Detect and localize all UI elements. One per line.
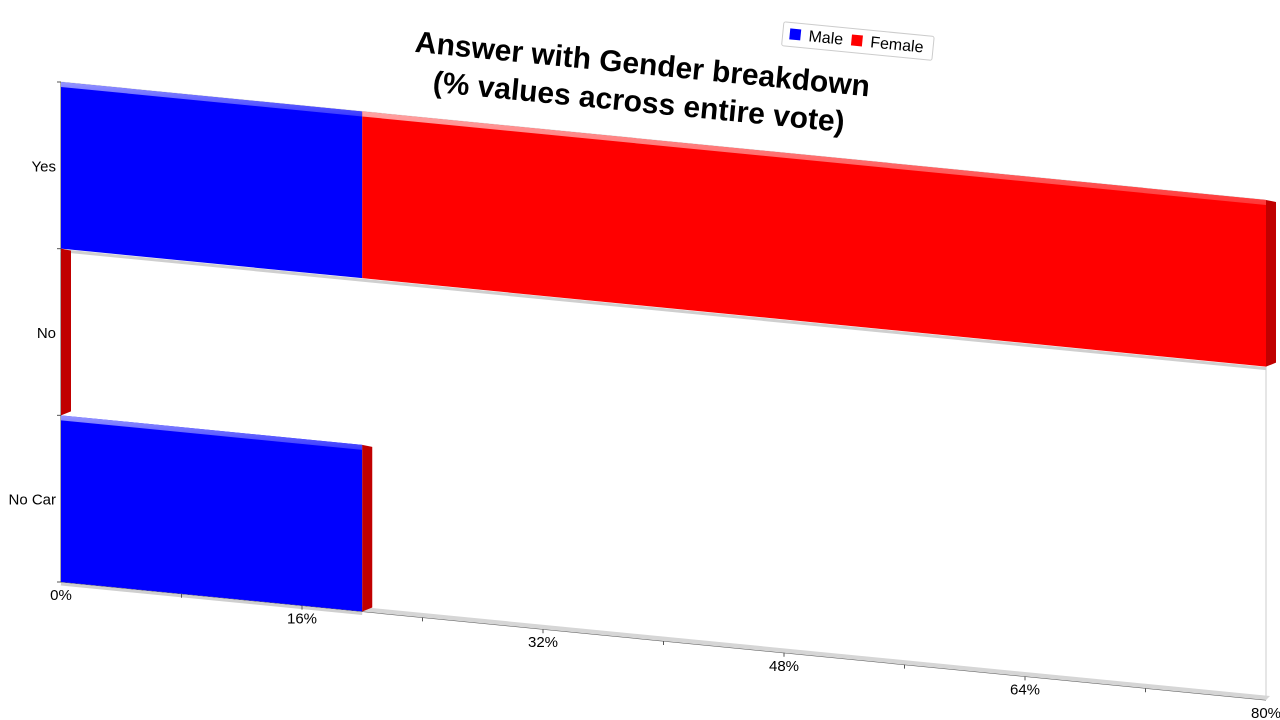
- bar-end-cap-yes: [1266, 200, 1276, 367]
- y-categories: Yes No No Car: [8, 81, 61, 583]
- bar-end-cap-no: [61, 248, 71, 416]
- bar-shadow: [60, 249, 1267, 371]
- bar-male-yes: [61, 82, 363, 279]
- legend-label-male: Male: [808, 28, 844, 48]
- bar-end-cap-no-car: [362, 444, 373, 612]
- bar-male-no-car: [61, 415, 363, 612]
- legend-swatch-female: [850, 34, 863, 47]
- x-tick-label: 32%: [528, 634, 558, 651]
- x-tick-label: 64%: [1010, 681, 1040, 698]
- x-tick-label: 48%: [769, 658, 799, 675]
- category-label-yes: Yes: [32, 158, 56, 175]
- x-tick-label: 80%: [1251, 705, 1280, 720]
- bars: [60, 82, 1276, 615]
- bar-female-yes: [362, 111, 1266, 367]
- bar-shadow: [60, 582, 363, 615]
- bar-top-highlight: [61, 82, 363, 117]
- legend: Male Female: [781, 21, 935, 61]
- x-ticks: 0% 16% 32% 48% 64% 80%: [50, 587, 1280, 720]
- category-label-no: No: [37, 325, 56, 342]
- x-tick-label: 16%: [287, 611, 317, 628]
- bar-top-highlight: [61, 415, 363, 450]
- legend-swatch-male: [789, 28, 802, 41]
- x-tick-label: 0%: [50, 587, 72, 604]
- legend-label-female: Female: [869, 34, 924, 56]
- bar-top-highlight: [362, 111, 1266, 205]
- category-label-no-car: No Car: [8, 492, 56, 509]
